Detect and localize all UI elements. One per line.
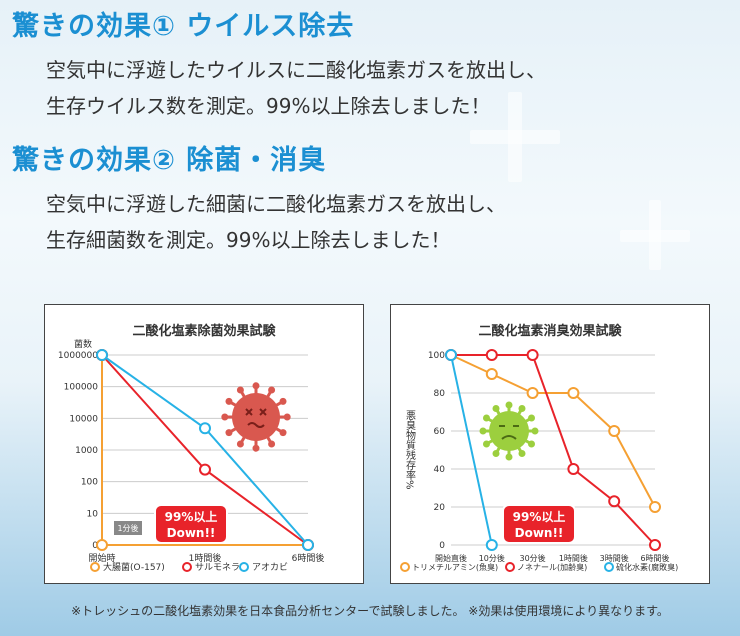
x-tick-label: 6時間後 — [640, 553, 669, 563]
body-line: 空気中に浮遊した細菌に二酸化塩素ガスを放出し、 — [46, 192, 506, 216]
chart-title: 二酸化塩素消臭効果試験 — [478, 323, 622, 339]
data-point — [485, 349, 498, 361]
body-line: 空気中に浮遊したウイルスに二酸化塩素ガスを放出し、 — [46, 58, 546, 82]
section-body-virus: 空気中に浮遊したウイルスに二酸化塩素ガスを放出し、 生存ウイルス数を測定。99%… — [46, 52, 546, 124]
y-tick-label: 20 — [434, 503, 446, 513]
legend-marker — [505, 562, 515, 572]
y-axis-label: 悪臭物質残存率% — [404, 410, 416, 490]
data-point — [445, 349, 457, 361]
x-tick-label: 開始直後 — [435, 553, 467, 563]
x-tick-label: 10分後 — [479, 553, 505, 563]
y-tick-label: 100000 — [64, 383, 99, 393]
body-line: 生存細菌数を測定。99%以上除去しました！ — [46, 228, 451, 252]
legend-label: 硫化水素(腐敗臭) — [616, 562, 678, 572]
data-point — [485, 539, 498, 551]
series-line — [450, 354, 656, 508]
y-tick-label: 0 — [439, 541, 445, 551]
legend-label: サルモネラ — [195, 562, 240, 573]
y-tick-label: 0 — [92, 541, 98, 551]
data-point — [302, 539, 314, 551]
x-tick-label: 開始時 — [88, 552, 115, 564]
data-point — [199, 463, 211, 476]
y-tick-label: 1000000 — [58, 351, 98, 361]
data-point — [96, 539, 108, 551]
y-tick-label: 100 — [81, 478, 98, 488]
x-tick-label: 1時間後 — [189, 552, 222, 564]
y-tick-label: 10000 — [69, 414, 98, 424]
legend-marker — [400, 562, 410, 572]
y-tick-label: 80 — [434, 389, 446, 399]
series-line — [450, 354, 493, 546]
virus-illustration-icon — [479, 401, 539, 461]
data-point — [649, 501, 661, 513]
badge-text: 99%以上 — [165, 509, 218, 524]
y-tick-label: 40 — [434, 465, 446, 475]
y-tick-label: 10 — [87, 509, 99, 519]
sterilization-chart: 二酸化塩素除菌効果試験菌数100000010000010000100010010… — [58, 323, 325, 573]
y-axis-label: 菌数 — [74, 338, 92, 350]
x-tick-label: 30分後 — [520, 553, 546, 563]
reduction-badge — [154, 504, 228, 544]
y-tick-label: 60 — [434, 427, 446, 437]
data-point — [526, 349, 539, 361]
legend-marker — [182, 562, 192, 572]
data-point — [485, 368, 498, 380]
y-tick-label: 100 — [428, 351, 445, 361]
chart-title: 二酸化塩素除菌効果試験 — [132, 323, 276, 339]
data-point — [567, 463, 580, 475]
section-body-sterilize: 空気中に浮遊した細菌に二酸化塩素ガスを放出し、 生存細菌数を測定。99%以上除去… — [46, 186, 506, 258]
x-tick-label: 3時間後 — [600, 553, 629, 563]
section-heading-virus: 驚きの効果① ウイルス除去 — [12, 11, 355, 42]
legend-marker — [604, 562, 614, 572]
virus-illustration-icon — [221, 382, 291, 452]
footnote: ※トレッシュの二酸化塩素効果を日本食品分析センターで試験しました。 ※効果は使用… — [71, 604, 669, 618]
data-point — [649, 539, 661, 551]
data-point — [96, 349, 108, 361]
background-decoration — [508, 92, 522, 182]
badge-text: Down!! — [167, 526, 216, 540]
data-point — [199, 422, 211, 435]
body-line: 生存ウイルス数を測定。99%以上除去しました！ — [46, 94, 491, 118]
legend-label: トリメチルアミン(魚臭) — [412, 562, 498, 572]
badge-text: Down!! — [515, 526, 564, 540]
reduction-badge — [502, 504, 576, 544]
data-point — [526, 387, 539, 399]
x-tick-label: 6時間後 — [292, 552, 325, 564]
badge-text: 99%以上 — [513, 509, 566, 524]
data-point — [567, 387, 580, 399]
legend-label: 大腸菌(O-157) — [103, 561, 165, 573]
callout-box — [114, 521, 142, 535]
y-tick-label: 1000 — [75, 446, 98, 456]
chart-panel-sterilization: 二酸化塩素除菌効果試験 菌数 1000000 100000 10000 1000 100 10… — [44, 304, 364, 584]
data-point — [608, 495, 621, 508]
section-heading-sterilize: 驚きの効果② 除菌・消臭 — [12, 145, 327, 176]
legend-label: アオカビ — [252, 562, 288, 573]
chart-panel-deodorization: 二酸化塩素消臭効果試験悪臭物質残存率% 100 80 60 40 20 0 開始直後 10分後 3… — [390, 304, 710, 584]
legend-marker — [239, 562, 249, 572]
series-line — [451, 354, 656, 546]
callout-text: 1分後 — [117, 523, 138, 533]
data-point — [608, 425, 621, 437]
legend-label: ノネナール(加齢臭) — [517, 562, 587, 572]
legend-marker — [90, 562, 100, 572]
x-tick-label: 1時間後 — [559, 553, 588, 563]
background-decoration — [649, 200, 661, 270]
